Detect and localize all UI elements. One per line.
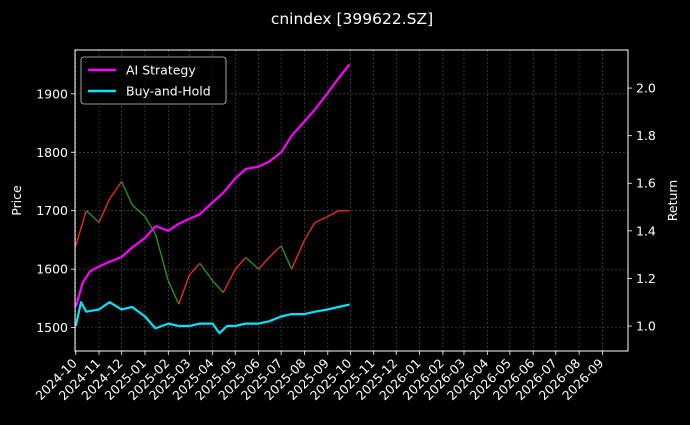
price-candle — [154, 233, 169, 282]
buy-and-hold-line — [74, 301, 350, 335]
plot-frame — [74, 49, 629, 352]
chart-title: cnindex [399622.SZ] — [271, 10, 433, 28]
price-candle — [314, 215, 329, 224]
price-candle — [222, 268, 236, 293]
price-candle — [85, 210, 100, 223]
y-right-axis-label: Return — [665, 180, 680, 221]
price-candle — [268, 245, 282, 258]
price-candle — [131, 204, 146, 218]
price-candle — [234, 257, 247, 270]
price-candle — [188, 262, 201, 276]
price-candle — [178, 274, 190, 305]
ai-strategy-line — [74, 63, 351, 308]
price-candle — [245, 257, 260, 270]
price-candle — [303, 222, 316, 241]
price-candle — [199, 262, 214, 282]
y-right-tick-label: 1.6 — [636, 176, 656, 191]
y-right-tick-label: 1.8 — [636, 128, 656, 143]
y-left-axis-label: Price — [9, 185, 24, 216]
price-candle — [167, 280, 180, 305]
legend-label-buy-and-hold: Buy-and-Hold — [126, 84, 211, 99]
legend-box — [80, 56, 227, 105]
y-right-tick-label: 2.0 — [636, 81, 656, 96]
y-left-tick-label: 1900 — [36, 86, 68, 101]
y-left-tick-label: 1800 — [36, 145, 68, 160]
y-right-tick-label: 1.2 — [636, 271, 656, 286]
y-left-tick-label: 1700 — [36, 203, 68, 218]
price-candle — [280, 245, 293, 270]
price-candle — [75, 210, 87, 246]
y-right-tick-label: 1.0 — [636, 319, 656, 334]
y-right-tick-label: 1.4 — [636, 223, 656, 238]
price-candle — [144, 216, 157, 235]
price-candle — [121, 181, 133, 206]
price-candle — [291, 239, 306, 270]
price-candle — [98, 198, 111, 223]
y-left-tick-label: 1600 — [36, 262, 68, 277]
price-candle — [327, 210, 339, 218]
legend-label-ai-strategy: AI Strategy — [126, 63, 196, 78]
price-candle — [212, 280, 224, 293]
price-candle — [109, 181, 123, 200]
price-candle — [258, 257, 270, 270]
y-left-tick-label: 1500 — [36, 320, 68, 335]
